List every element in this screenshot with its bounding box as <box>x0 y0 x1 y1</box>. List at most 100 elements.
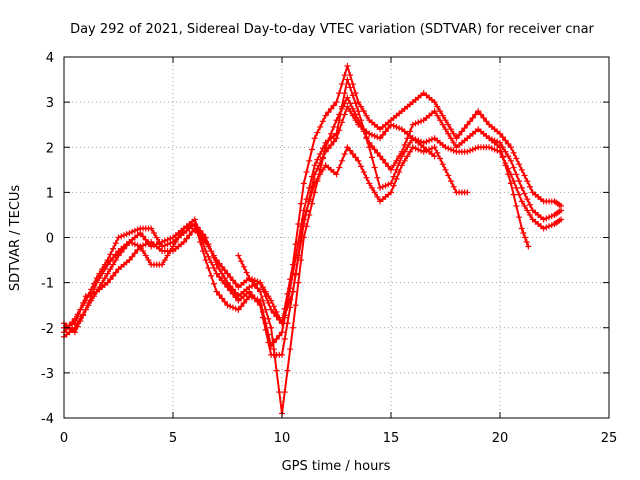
data-point <box>224 302 231 309</box>
data-point <box>546 223 553 230</box>
data-point <box>360 169 367 176</box>
data-point <box>104 279 111 286</box>
data-point <box>379 183 386 190</box>
data-point <box>442 144 449 151</box>
data-point <box>140 242 147 249</box>
data-point <box>82 297 89 304</box>
data-point <box>205 253 212 260</box>
data-point <box>475 108 482 115</box>
data-point <box>292 302 299 309</box>
data-point <box>322 112 329 119</box>
data-point <box>379 131 386 138</box>
data-point <box>129 228 136 235</box>
data-point <box>434 112 441 119</box>
x-tick-label: 25 <box>601 431 618 446</box>
data-point <box>112 251 119 258</box>
data-point <box>161 257 168 264</box>
data-point <box>393 123 400 130</box>
data-point <box>240 263 247 270</box>
y-tick-label: 4 <box>46 51 54 66</box>
data-point <box>112 240 119 247</box>
y-axis-label: SDTVAR / TECUs <box>8 185 23 292</box>
data-point <box>352 154 359 161</box>
y-tick-label: -1 <box>41 277 54 292</box>
data-point <box>142 252 149 259</box>
data-point <box>377 135 384 142</box>
data-point <box>268 324 275 331</box>
data-point <box>115 234 122 241</box>
data-point <box>497 144 503 151</box>
data-point <box>368 143 375 150</box>
data-point <box>189 228 196 235</box>
data-point <box>319 118 326 125</box>
data-point <box>409 121 416 128</box>
data-point <box>99 266 106 273</box>
data-point <box>358 163 365 170</box>
data-point <box>229 304 236 311</box>
data-point <box>366 180 373 187</box>
data-point <box>355 99 362 106</box>
data-point <box>382 128 389 135</box>
data-point <box>107 266 114 273</box>
y-tick-label: 3 <box>46 96 54 111</box>
data-point <box>134 226 141 233</box>
data-point <box>295 220 302 227</box>
data-point <box>472 145 479 152</box>
data-point <box>439 112 446 119</box>
data-point <box>221 267 228 274</box>
data-point <box>325 109 332 116</box>
data-point <box>268 297 275 304</box>
data-point <box>358 103 365 110</box>
data-point <box>513 184 520 191</box>
data-point <box>300 180 307 187</box>
data-point <box>279 329 285 336</box>
data-point <box>344 144 351 151</box>
data-point <box>409 144 416 151</box>
data-point <box>388 166 394 173</box>
data-point <box>447 178 454 185</box>
data-point <box>526 211 533 218</box>
data-point <box>82 306 89 313</box>
data-point <box>398 162 405 169</box>
data-point <box>265 315 272 322</box>
data-point <box>131 227 138 234</box>
data-point <box>145 257 152 264</box>
data-point <box>216 273 223 280</box>
data-point <box>80 311 87 318</box>
data-point <box>311 189 318 196</box>
data-point <box>371 146 378 153</box>
data-point <box>442 126 449 133</box>
data-point <box>347 84 354 91</box>
data-point <box>434 103 441 110</box>
data-point <box>417 118 424 125</box>
data-point <box>308 200 315 207</box>
data-point <box>491 146 498 153</box>
data-point <box>445 130 452 137</box>
data-point <box>344 63 351 70</box>
data-point <box>289 324 296 331</box>
data-point <box>363 134 370 141</box>
data-point <box>110 254 117 261</box>
data-point <box>393 175 400 182</box>
data-point <box>328 130 335 137</box>
data-point <box>450 139 457 146</box>
data-point <box>265 293 272 300</box>
y-tick-label: -2 <box>41 322 54 337</box>
data-point <box>412 120 419 127</box>
data-point <box>289 288 296 295</box>
data-point <box>437 108 444 115</box>
data-point <box>229 277 236 284</box>
data-point <box>322 148 329 155</box>
data-point <box>131 250 138 257</box>
data-point <box>284 304 291 311</box>
data-point <box>129 253 136 260</box>
data-point <box>341 151 348 158</box>
data-point <box>202 234 209 241</box>
y-tick-label: 1 <box>46 186 54 201</box>
data-point <box>516 214 523 221</box>
data-point <box>227 273 234 280</box>
data-point <box>499 153 506 160</box>
data-point <box>270 346 277 353</box>
data-point <box>232 280 239 287</box>
data-point <box>308 183 315 190</box>
